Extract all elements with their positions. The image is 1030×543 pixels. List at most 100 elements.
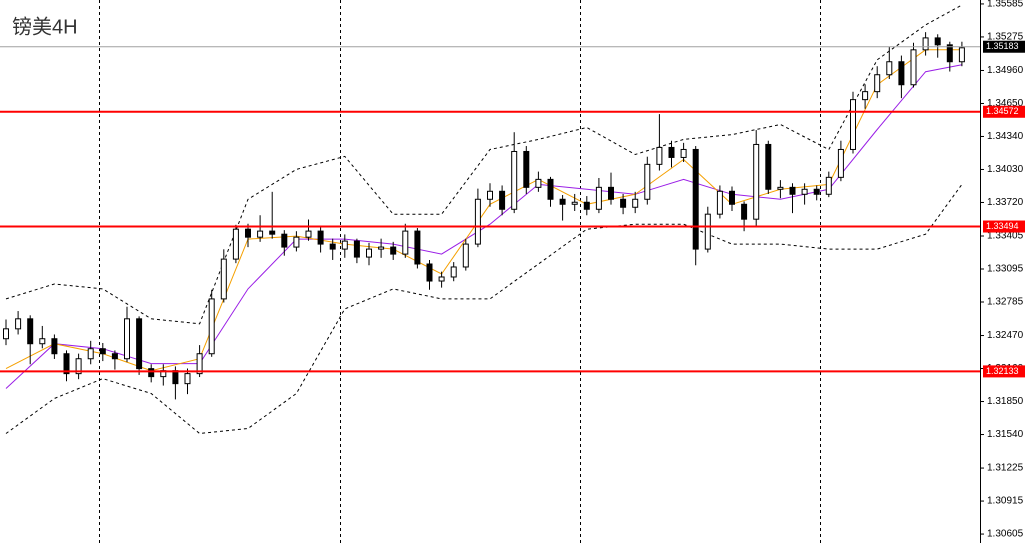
candle-body bbox=[741, 203, 748, 220]
y-tick-label: 1.34650 bbox=[987, 98, 1024, 109]
moving-average bbox=[5, 64, 962, 389]
candle-body bbox=[704, 213, 711, 250]
candle-body bbox=[499, 190, 506, 210]
candle-body bbox=[729, 190, 735, 205]
candle-body bbox=[656, 146, 663, 165]
candle-body bbox=[366, 248, 372, 258]
candle-body bbox=[148, 368, 155, 378]
candle-body bbox=[765, 143, 772, 190]
candle-body bbox=[608, 186, 614, 200]
candle-body bbox=[51, 338, 58, 355]
candle-body bbox=[886, 61, 893, 76]
y-tick-label: 1.35275 bbox=[987, 32, 1024, 43]
bollinger-band bbox=[5, 184, 963, 435]
candle-body bbox=[329, 243, 336, 250]
level-label-box bbox=[983, 365, 1025, 378]
candle-body bbox=[680, 148, 687, 158]
candle-body bbox=[958, 47, 965, 63]
y-tick-label: 1.33405 bbox=[987, 231, 1024, 242]
candle-body bbox=[898, 61, 905, 86]
candle-body bbox=[245, 228, 251, 238]
y-tick-label: 1.33720 bbox=[987, 197, 1024, 208]
chart-title: 镑美4H bbox=[12, 15, 78, 38]
candle-body bbox=[390, 246, 397, 255]
current-price-label: 1.35183 bbox=[986, 41, 1019, 51]
y-tick-label: 1.31540 bbox=[987, 429, 1024, 440]
candle-body bbox=[632, 198, 639, 208]
candle-body bbox=[716, 190, 723, 215]
candle-body bbox=[257, 230, 264, 238]
candle-body bbox=[825, 176, 832, 195]
candle-body bbox=[801, 188, 808, 195]
candle-body bbox=[220, 258, 227, 300]
candle-body bbox=[208, 298, 215, 355]
level-label: 1.32133 bbox=[986, 366, 1019, 376]
y-tick-label: 1.34030 bbox=[987, 164, 1024, 175]
level-label-box bbox=[983, 105, 1025, 118]
level-label: 1.33494 bbox=[986, 221, 1019, 231]
candle-body bbox=[862, 91, 869, 101]
level-label: 1.34572 bbox=[986, 106, 1019, 116]
y-tick-label: 1.32470 bbox=[987, 330, 1024, 341]
candle-body bbox=[317, 230, 324, 245]
candle-body bbox=[378, 246, 385, 250]
candle-body bbox=[813, 188, 820, 195]
candle-body bbox=[644, 163, 651, 200]
y-tick-label: 1.34960 bbox=[987, 65, 1024, 76]
candle-body bbox=[15, 318, 22, 330]
candle-body bbox=[426, 263, 433, 282]
candle-body bbox=[559, 198, 566, 205]
candle-body bbox=[946, 44, 953, 63]
y-tick-label: 1.30605 bbox=[987, 529, 1024, 540]
candle-body bbox=[414, 230, 421, 265]
candle-body bbox=[438, 276, 445, 282]
candle-body bbox=[583, 201, 590, 210]
candle-body bbox=[196, 353, 203, 375]
candle-body bbox=[523, 150, 530, 188]
candle-body bbox=[293, 236, 300, 248]
y-tick-label: 1.35585 bbox=[987, 0, 1024, 10]
candle-body bbox=[850, 99, 856, 150]
candle-body bbox=[789, 186, 796, 195]
candle-body bbox=[269, 230, 276, 235]
candle-body bbox=[3, 328, 9, 340]
candle-body bbox=[595, 186, 602, 210]
candle-body bbox=[837, 148, 844, 178]
candle-body bbox=[63, 353, 70, 375]
bollinger-band bbox=[5, 4, 963, 325]
candle-body bbox=[874, 74, 881, 93]
y-tick-label: 1.31225 bbox=[987, 463, 1024, 474]
candle-body bbox=[692, 148, 699, 250]
candle-body bbox=[341, 240, 348, 250]
candle-body bbox=[620, 198, 627, 208]
candle-body bbox=[753, 143, 760, 220]
candle-body bbox=[184, 373, 191, 385]
candle-body bbox=[934, 37, 941, 46]
candle-body bbox=[99, 348, 106, 355]
y-tick-label: 1.30915 bbox=[987, 496, 1024, 507]
level-label-box bbox=[983, 220, 1025, 233]
candle-body bbox=[305, 230, 312, 238]
candle-body bbox=[124, 318, 130, 360]
candle-body bbox=[281, 233, 288, 248]
candle-body bbox=[777, 186, 784, 190]
candle-body bbox=[450, 266, 457, 278]
candle-body bbox=[462, 243, 469, 268]
candle-body bbox=[172, 370, 179, 385]
y-tick-label: 1.31850 bbox=[987, 396, 1024, 407]
candle-body bbox=[668, 146, 675, 158]
y-tick-label: 1.34340 bbox=[987, 131, 1024, 142]
candle-body bbox=[232, 228, 239, 260]
y-tick-label: 1.33095 bbox=[987, 264, 1024, 275]
candle-body bbox=[27, 318, 34, 345]
candle-body bbox=[353, 240, 360, 258]
candle-body bbox=[547, 178, 554, 200]
current-price-box bbox=[983, 40, 1025, 53]
candle-body bbox=[511, 150, 518, 210]
candle-body bbox=[402, 230, 409, 255]
y-tick-label: 1.32785 bbox=[987, 297, 1024, 308]
candle-body bbox=[136, 318, 143, 370]
candle-body bbox=[910, 49, 917, 86]
